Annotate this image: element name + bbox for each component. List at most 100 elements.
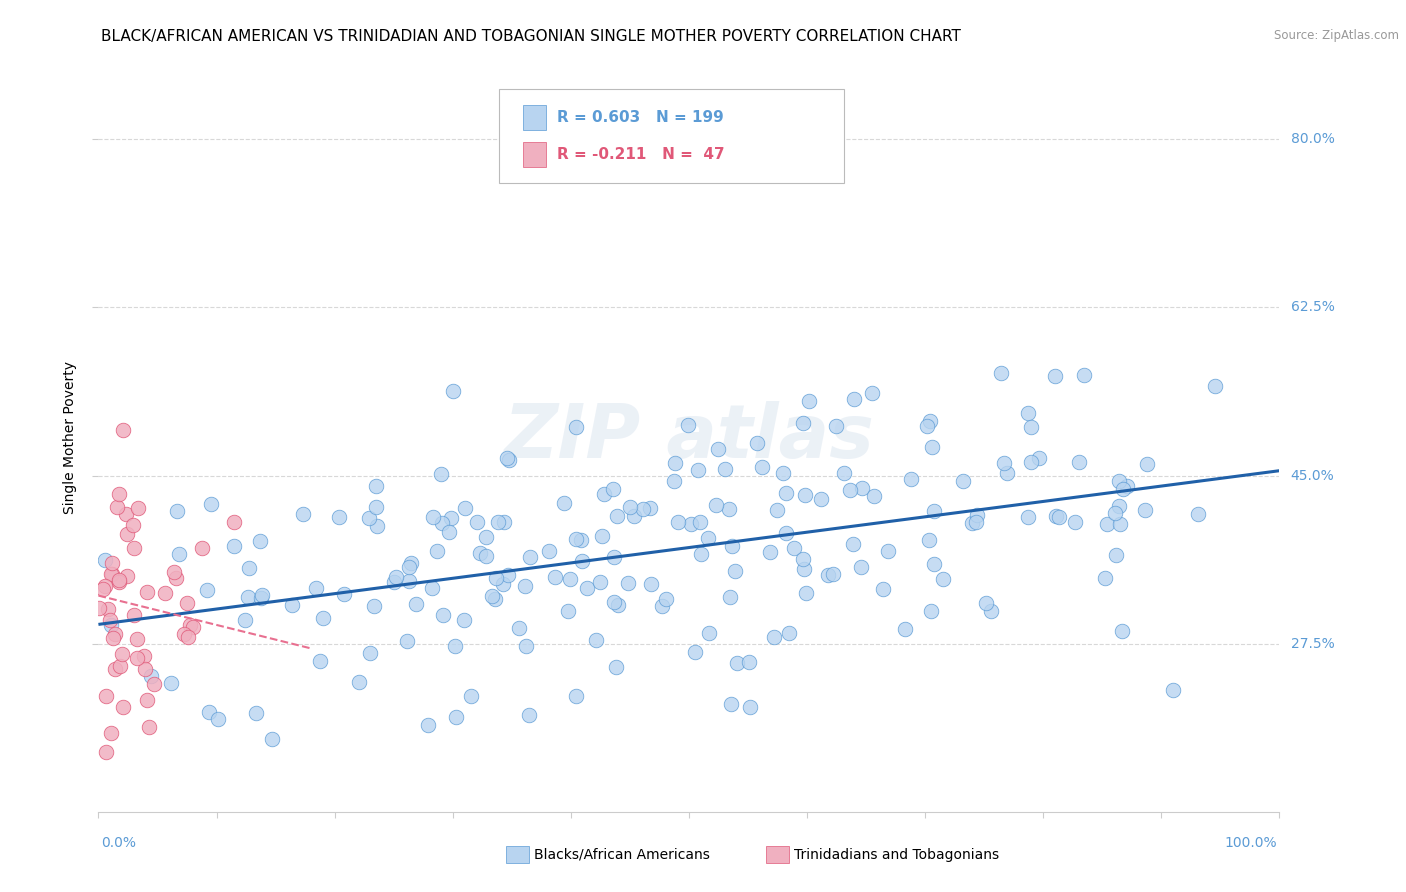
Text: BLACK/AFRICAN AMERICAN VS TRINIDADIAN AND TOBAGONIAN SINGLE MOTHER POVERTY CORRE: BLACK/AFRICAN AMERICAN VS TRINIDADIAN AN…: [101, 29, 962, 44]
Point: [446, 709, 468, 723]
Point: [496, 568, 519, 582]
Point: [112, 700, 135, 714]
Point: [430, 467, 453, 482]
Point: [832, 466, 855, 480]
Point: [260, 732, 283, 747]
Point: [207, 712, 229, 726]
Point: [177, 630, 200, 644]
Point: [460, 689, 482, 703]
Point: [364, 479, 387, 493]
Point: [900, 472, 922, 486]
Point: [309, 654, 332, 668]
Text: R = 0.603   N = 199: R = 0.603 N = 199: [557, 110, 724, 125]
Point: [481, 589, 503, 603]
Point: [631, 501, 654, 516]
Point: [775, 525, 797, 540]
Text: 45.0%: 45.0%: [1291, 468, 1334, 483]
Point: [576, 581, 599, 595]
Point: [1043, 369, 1066, 384]
Point: [922, 558, 945, 572]
Point: [915, 418, 938, 433]
Point: [704, 499, 727, 513]
Point: [1017, 510, 1039, 524]
Point: [993, 456, 1015, 470]
Point: [713, 462, 735, 476]
Point: [103, 631, 125, 645]
Point: [876, 543, 898, 558]
Point: [1019, 455, 1042, 469]
Point: [127, 651, 149, 665]
Point: [1104, 506, 1126, 520]
Point: [718, 591, 741, 605]
Point: [441, 384, 464, 398]
Point: [823, 566, 845, 581]
Point: [762, 630, 785, 644]
Point: [238, 560, 260, 574]
Point: [1047, 510, 1070, 524]
Point: [759, 545, 782, 559]
Point: [538, 544, 561, 558]
Point: [1104, 548, 1126, 562]
Point: [965, 515, 987, 529]
Point: [602, 483, 624, 497]
Point: [222, 539, 245, 553]
Point: [305, 581, 328, 595]
Point: [250, 588, 273, 602]
Point: [1112, 482, 1135, 496]
Point: [1135, 502, 1157, 516]
Point: [519, 550, 541, 565]
Point: [132, 648, 155, 663]
Point: [810, 492, 832, 507]
Point: [366, 500, 388, 514]
Point: [437, 524, 460, 539]
Point: [662, 474, 685, 488]
Point: [333, 587, 356, 601]
Point: [1064, 515, 1087, 529]
Point: [918, 533, 941, 547]
Point: [794, 488, 817, 502]
Point: [93, 578, 115, 592]
Point: [1111, 624, 1133, 638]
Point: [498, 453, 520, 467]
Point: [104, 626, 127, 640]
Point: [100, 725, 122, 739]
Point: [720, 697, 742, 711]
Point: [745, 435, 768, 450]
Point: [782, 541, 804, 555]
Point: [872, 582, 894, 597]
Point: [724, 564, 747, 578]
Point: [399, 556, 422, 570]
Point: [751, 460, 773, 475]
Point: [432, 607, 454, 622]
Point: [398, 574, 420, 589]
Text: ZIP atlas: ZIP atlas: [503, 401, 875, 474]
Point: [492, 576, 515, 591]
Point: [418, 718, 440, 732]
Point: [792, 551, 814, 566]
Point: [1017, 406, 1039, 420]
Point: [1116, 479, 1139, 493]
Point: [163, 565, 186, 579]
Point: [359, 646, 381, 660]
Point: [617, 575, 640, 590]
Point: [817, 567, 839, 582]
Point: [553, 496, 575, 510]
Point: [422, 509, 444, 524]
Point: [468, 546, 491, 560]
Point: [606, 508, 628, 523]
Point: [107, 487, 129, 501]
Point: [775, 486, 797, 500]
Point: [195, 582, 218, 597]
Point: [894, 622, 917, 636]
Point: [966, 508, 988, 523]
Point: [557, 604, 579, 618]
Point: [465, 515, 488, 529]
Point: [87, 600, 110, 615]
Point: [688, 463, 710, 477]
Point: [160, 676, 183, 690]
Point: [668, 515, 690, 529]
Point: [166, 504, 188, 518]
Point: [676, 417, 699, 432]
Point: [1108, 517, 1130, 532]
Point: [474, 549, 496, 564]
